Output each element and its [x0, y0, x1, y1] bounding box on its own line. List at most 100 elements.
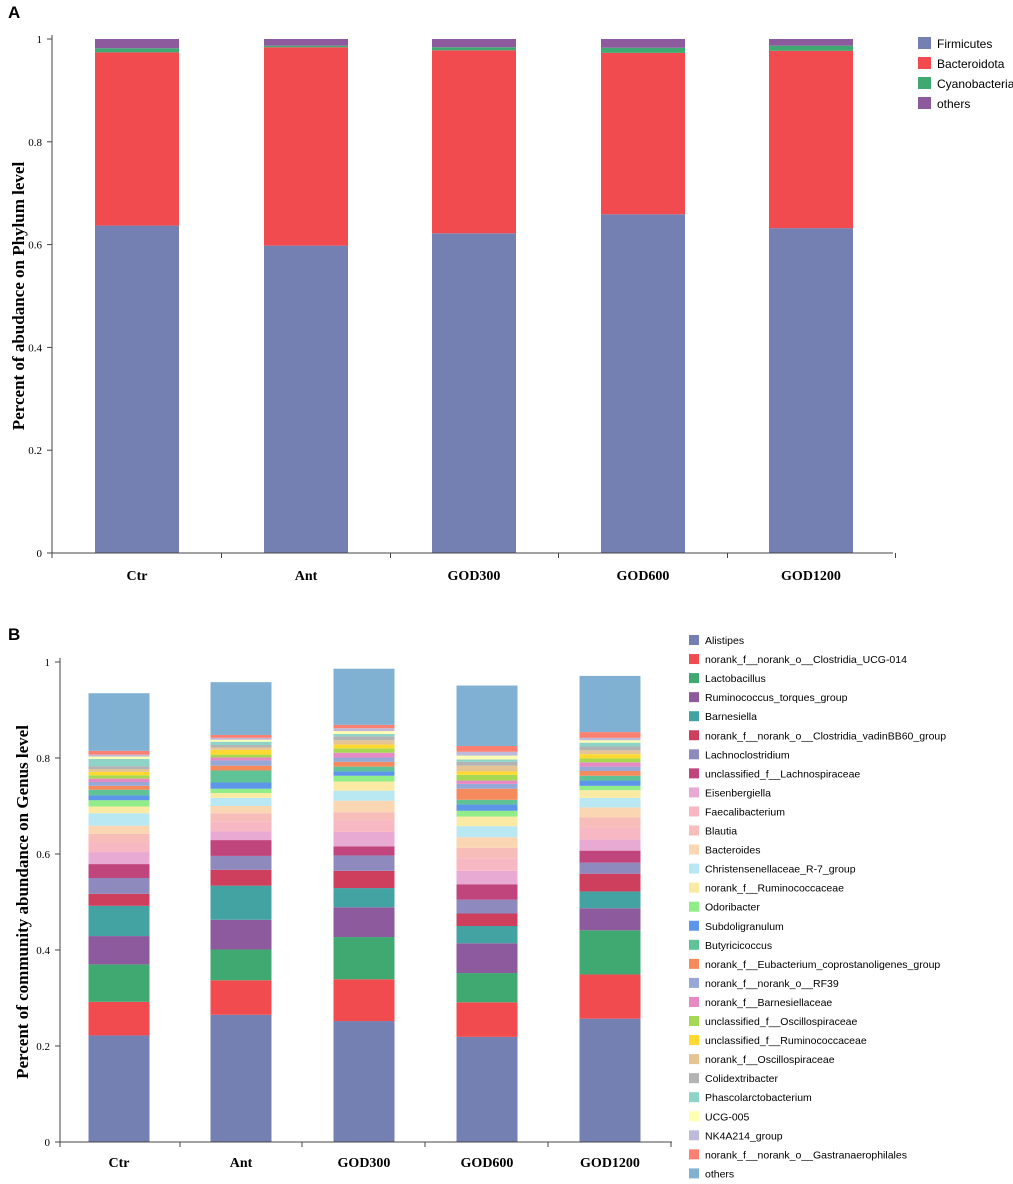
- legend-swatch: [689, 958, 699, 969]
- bar-segment: [579, 908, 641, 931]
- bar-segment: [579, 742, 641, 747]
- bar-segment: [333, 757, 395, 762]
- bar-segment: [333, 1021, 395, 1142]
- y-tick-label: 1: [45, 657, 51, 669]
- bar-segment: [88, 893, 150, 906]
- bar-segment: [333, 728, 395, 732]
- bar-segment: [333, 740, 395, 745]
- x-category-label: GOD1200: [580, 1156, 640, 1171]
- bar-segment: [769, 50, 853, 229]
- bar-segment: [210, 813, 272, 822]
- legend-swatch: [918, 77, 931, 89]
- bar-segment: [579, 891, 641, 909]
- bar-segment: [88, 782, 150, 786]
- bar-segment: [210, 980, 272, 1015]
- bar-segment: [210, 885, 272, 920]
- bar-segment: [579, 762, 641, 767]
- legend: Firmicutes Bacteroidota Cyanobacteria other…: [918, 37, 1013, 111]
- bar-segment: [432, 47, 516, 51]
- panel-label-b: B: [8, 625, 20, 644]
- bar-segment: [333, 846, 395, 856]
- x-category-label: Ctr: [109, 1156, 130, 1171]
- bar-segment: [333, 855, 395, 871]
- y-tick-label: 0.6: [36, 849, 50, 861]
- y-axis-title: Percent of community abundance on Genus …: [13, 725, 32, 1079]
- bar-segment: [95, 39, 179, 49]
- legend-label: Alistipes: [705, 635, 744, 647]
- bar-segment: [456, 870, 518, 885]
- y-tick-label: 0.4: [36, 945, 50, 957]
- bar-segment: [456, 799, 518, 805]
- x-category-label: GOD1200: [781, 569, 841, 584]
- bar-segment: [579, 758, 641, 763]
- bar-segment: [579, 675, 641, 733]
- bar-segment: [579, 797, 641, 808]
- bar-segment: [210, 831, 272, 841]
- bar-segment: [579, 862, 641, 874]
- bar-segment: [456, 913, 518, 926]
- y-axis-title: Percent of abudance on Phylum level: [9, 162, 28, 431]
- bar-segment: [333, 781, 395, 791]
- x-category-label: GOD600: [617, 569, 670, 584]
- bar-segment: [210, 1014, 272, 1142]
- bar-segment: [333, 724, 395, 729]
- legend-label: Colidextribacter: [705, 1073, 778, 1085]
- bar-segment: [579, 827, 641, 840]
- legend-label: UCG-005: [705, 1111, 750, 1123]
- bar-segment: [579, 754, 641, 759]
- bar-segment: [210, 757, 272, 761]
- bar-segment: [456, 847, 518, 859]
- bar-segment: [210, 747, 272, 750]
- bar-segment: [333, 761, 395, 767]
- bar-segment: [579, 1018, 641, 1142]
- legend-label: Bacteroidota: [937, 57, 1005, 71]
- bar-segment: [432, 233, 516, 554]
- bar-segment: [210, 821, 272, 832]
- bar-segment: [88, 750, 150, 755]
- bar-segment: [88, 778, 150, 782]
- bar-segment: [333, 812, 395, 821]
- legend-label: Christensenellaceae_R-7_group: [705, 864, 856, 876]
- legend-label: unclassified_f__Ruminococcaceae: [705, 1035, 867, 1047]
- legend-label: others: [705, 1168, 734, 1180]
- legend-swatch: [918, 57, 931, 69]
- legend-swatch: [689, 1130, 699, 1141]
- bar-segment: [456, 973, 518, 1003]
- legend-swatch: [918, 37, 931, 49]
- bar-segment: [264, 45, 348, 48]
- panel-a: A 0 0.2 0.4 0.6 0.8 1 Ctr Ant GOD300 GOD600 GOD1200…: [8, 3, 1013, 584]
- legend-swatch: [689, 977, 699, 988]
- bar-segment: [601, 47, 685, 53]
- legend-label: NK4A214_group: [705, 1130, 783, 1142]
- legend-swatch: [689, 1111, 699, 1122]
- bar-segment: [88, 964, 150, 1002]
- legend-swatch: [689, 673, 699, 684]
- bar-segment: [95, 225, 179, 553]
- bar-segment: [333, 668, 395, 725]
- legend-swatch: [689, 882, 699, 893]
- legend-swatch: [689, 1054, 699, 1065]
- legend-swatch: [689, 730, 699, 741]
- x-category-label: GOD300: [448, 569, 501, 584]
- bar-segment: [456, 765, 518, 772]
- legend-swatch: [689, 711, 699, 722]
- legend-label: Faecalibacterium: [705, 806, 785, 818]
- legend-swatch: [689, 1016, 699, 1026]
- legend-label: Blautia: [705, 826, 737, 838]
- bar-segment: [88, 878, 150, 894]
- bar-segment: [264, 47, 348, 246]
- bar-segment: [432, 50, 516, 234]
- bar-segment: [456, 804, 518, 811]
- bar-segment: [601, 214, 685, 554]
- bar-segment: [88, 864, 150, 878]
- x-category-label: GOD600: [461, 1156, 514, 1171]
- bar-segment: [333, 775, 395, 782]
- bar-segment: [88, 775, 150, 779]
- panel-b: B 0 0.2 0.4 0.6 0.8 1 Ctr Ant GOD300 GOD600 GOD1200…: [8, 625, 946, 1180]
- bar-segment: [456, 1002, 518, 1037]
- bar-segment: [210, 782, 272, 789]
- legend-label: Eisenbergiella: [705, 787, 771, 799]
- bar-segment: [601, 52, 685, 215]
- legend-label: others: [937, 97, 970, 111]
